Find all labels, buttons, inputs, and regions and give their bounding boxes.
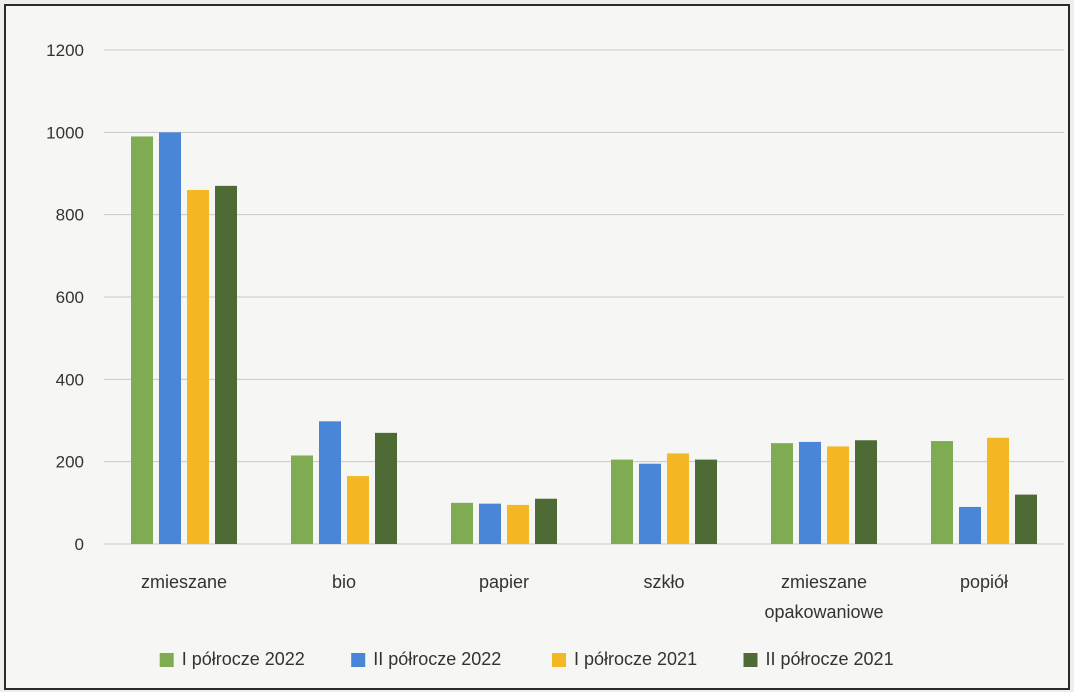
bar bbox=[215, 185, 237, 544]
bar bbox=[131, 136, 153, 544]
bar bbox=[771, 443, 793, 544]
y-tick-label: 1200 bbox=[46, 41, 84, 60]
bar bbox=[507, 504, 529, 544]
legend-label: II półrocze 2022 bbox=[373, 649, 501, 669]
y-tick-label: 400 bbox=[56, 370, 84, 389]
legend-swatch bbox=[552, 653, 566, 667]
bar bbox=[959, 506, 981, 544]
legend-label: I półrocze 2021 bbox=[574, 649, 697, 669]
y-tick-label: 800 bbox=[56, 206, 84, 225]
bar bbox=[159, 132, 181, 544]
x-category-label: zmieszane bbox=[141, 572, 227, 592]
legend-label: I półrocze 2022 bbox=[182, 649, 305, 669]
x-category-label: bio bbox=[332, 572, 356, 592]
x-category-label: zmieszane bbox=[781, 572, 867, 592]
bar bbox=[187, 189, 209, 544]
legend-swatch bbox=[743, 653, 758, 667]
bar bbox=[931, 441, 953, 544]
bar bbox=[639, 463, 661, 544]
bar bbox=[375, 432, 397, 544]
y-tick-label: 600 bbox=[56, 288, 84, 307]
y-tick-label: 0 bbox=[75, 535, 84, 554]
bar bbox=[695, 459, 717, 544]
bar bbox=[855, 440, 877, 544]
bar bbox=[291, 455, 313, 544]
legend-swatch bbox=[159, 653, 174, 667]
x-category-label: szkło bbox=[643, 572, 684, 592]
bar bbox=[827, 446, 849, 544]
bar bbox=[451, 502, 473, 544]
bar bbox=[611, 459, 633, 544]
bar bbox=[1015, 494, 1037, 544]
bar bbox=[319, 421, 341, 544]
bar bbox=[987, 437, 1009, 544]
legend-swatch bbox=[351, 653, 366, 667]
legend-label: II półrocze 2021 bbox=[766, 649, 894, 669]
x-category-label: popiół bbox=[960, 572, 1008, 592]
bar bbox=[535, 498, 557, 544]
x-category-label: papier bbox=[479, 572, 529, 592]
bar bbox=[667, 453, 689, 544]
y-tick-label: 200 bbox=[56, 453, 84, 472]
bar-chart: 0 200 400 600 800 1000 1200 zmieszane bio papier s… bbox=[46, 41, 1064, 669]
bar bbox=[347, 476, 369, 544]
bar bbox=[799, 441, 821, 544]
y-tick-label: 1000 bbox=[46, 123, 84, 142]
bar bbox=[479, 503, 501, 544]
chart-frame: 0 200 400 600 800 1000 1200 zmieszane bio papier s… bbox=[4, 4, 1070, 690]
x-category-label: opakowaniowe bbox=[764, 602, 883, 622]
